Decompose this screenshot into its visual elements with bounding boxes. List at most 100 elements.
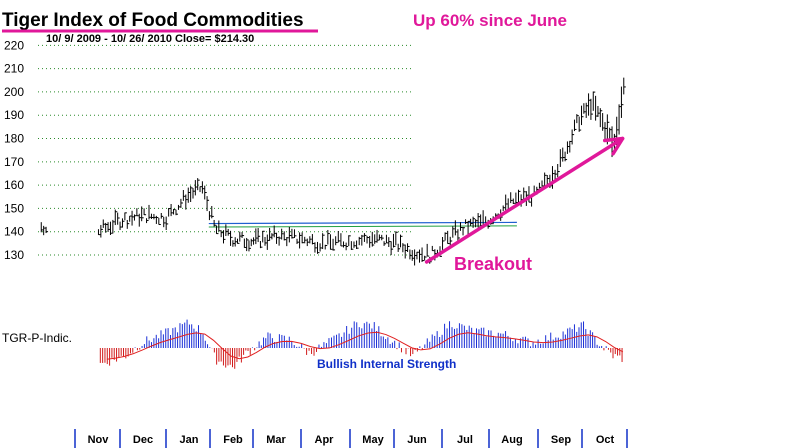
price-bar — [43, 225, 46, 236]
price-bar — [590, 98, 593, 120]
price-bar — [467, 220, 471, 236]
price-bar — [327, 229, 330, 245]
price-bar — [340, 233, 343, 247]
price-bar — [278, 236, 282, 246]
indicator-label: TGR-P-Indic. — [2, 331, 72, 345]
price-bar — [517, 189, 521, 203]
month-label-may: May — [362, 434, 384, 446]
price-bar — [613, 133, 617, 149]
price-bar — [426, 243, 430, 257]
price-bar — [409, 249, 412, 260]
y-tick-180: 180 — [4, 132, 24, 146]
price-bar — [383, 241, 387, 246]
price-bar — [573, 119, 577, 132]
price-bar — [246, 237, 249, 252]
price-bar — [185, 194, 188, 210]
price-bar — [559, 149, 563, 167]
price-bar — [411, 250, 415, 261]
price-bar — [220, 230, 224, 238]
price-bar — [306, 238, 310, 247]
price-bar — [512, 198, 516, 204]
price-bar — [424, 255, 427, 261]
price-bar — [248, 240, 251, 252]
y-tick-190: 190 — [4, 108, 24, 122]
price-ohlc-bars — [40, 77, 626, 266]
price-bar — [472, 216, 476, 228]
price-bar — [311, 234, 315, 245]
price-bar — [146, 218, 149, 224]
price-bar — [199, 186, 203, 193]
price-bar — [148, 204, 152, 220]
price-bar — [588, 93, 591, 116]
price-bar — [604, 122, 607, 140]
price-bar — [218, 220, 221, 232]
month-label-sep: Sep — [551, 434, 571, 446]
price-bar — [241, 232, 245, 238]
month-axis: Nov Dec Jan Feb Mar Apr May Jun Jul Aug Sep Oct — [74, 429, 628, 448]
price-bar — [583, 103, 586, 114]
price-bar — [211, 205, 214, 219]
price-bar — [45, 226, 49, 234]
month-label-feb: Feb — [223, 434, 243, 446]
breakout-annotation: Breakout — [454, 254, 532, 274]
price-bar — [317, 241, 320, 254]
price-bar — [105, 222, 108, 233]
price-bar — [452, 226, 455, 238]
resistance-line-secondary — [208, 225, 517, 228]
price-bar — [392, 233, 396, 248]
price-bar — [419, 249, 422, 263]
price-bar — [585, 102, 589, 118]
price-bar — [227, 228, 231, 236]
price-bar — [569, 140, 572, 153]
price-bar — [350, 241, 354, 250]
price-bar — [230, 230, 233, 246]
price-bar — [150, 213, 154, 219]
price-bar — [475, 219, 478, 228]
price-bar — [208, 211, 212, 221]
price-bar — [213, 219, 217, 227]
price-bar — [551, 166, 555, 189]
price-bar — [400, 234, 403, 248]
price-bar — [304, 236, 307, 244]
month-label-nov: Nov — [88, 434, 110, 446]
price-bar — [571, 129, 575, 145]
price-bar — [225, 224, 228, 236]
price-bar — [465, 219, 468, 224]
price-bar — [557, 164, 560, 178]
price-bar — [177, 204, 181, 210]
price-bar — [301, 232, 305, 244]
price-bar — [143, 208, 147, 216]
price-bar — [201, 181, 205, 194]
indicator-ma-line — [106, 331, 624, 360]
price-bar — [444, 232, 448, 241]
price-bar — [236, 238, 240, 244]
price-bar — [599, 108, 603, 128]
y-tick-210: 210 — [4, 62, 24, 76]
price-bar — [595, 95, 598, 121]
price-bar — [173, 208, 176, 215]
y-tick-220: 220 — [4, 38, 24, 52]
price-bar — [376, 229, 380, 243]
price-bar — [515, 192, 518, 205]
price-bar — [133, 214, 137, 221]
price-bar — [623, 77, 626, 95]
month-label-jul: Jul — [457, 434, 473, 446]
price-bar — [385, 234, 389, 244]
price-bar — [416, 251, 419, 260]
price-bar — [457, 229, 460, 242]
price-bar — [421, 247, 425, 262]
chart-subtitle: 10/ 9/ 2009 - 10/ 26/ 2010 Close= $214.3… — [46, 33, 254, 45]
price-bar — [431, 245, 435, 252]
price-bar — [187, 187, 191, 203]
price-bar — [286, 237, 289, 247]
price-bar — [353, 241, 356, 248]
price-bar — [180, 198, 183, 208]
price-bar — [592, 91, 596, 111]
price-bar — [538, 182, 542, 189]
price-bar — [324, 244, 328, 250]
price-bar — [255, 228, 258, 245]
price-bar — [155, 215, 159, 224]
price-bar — [129, 215, 132, 222]
price-bar — [194, 180, 198, 196]
